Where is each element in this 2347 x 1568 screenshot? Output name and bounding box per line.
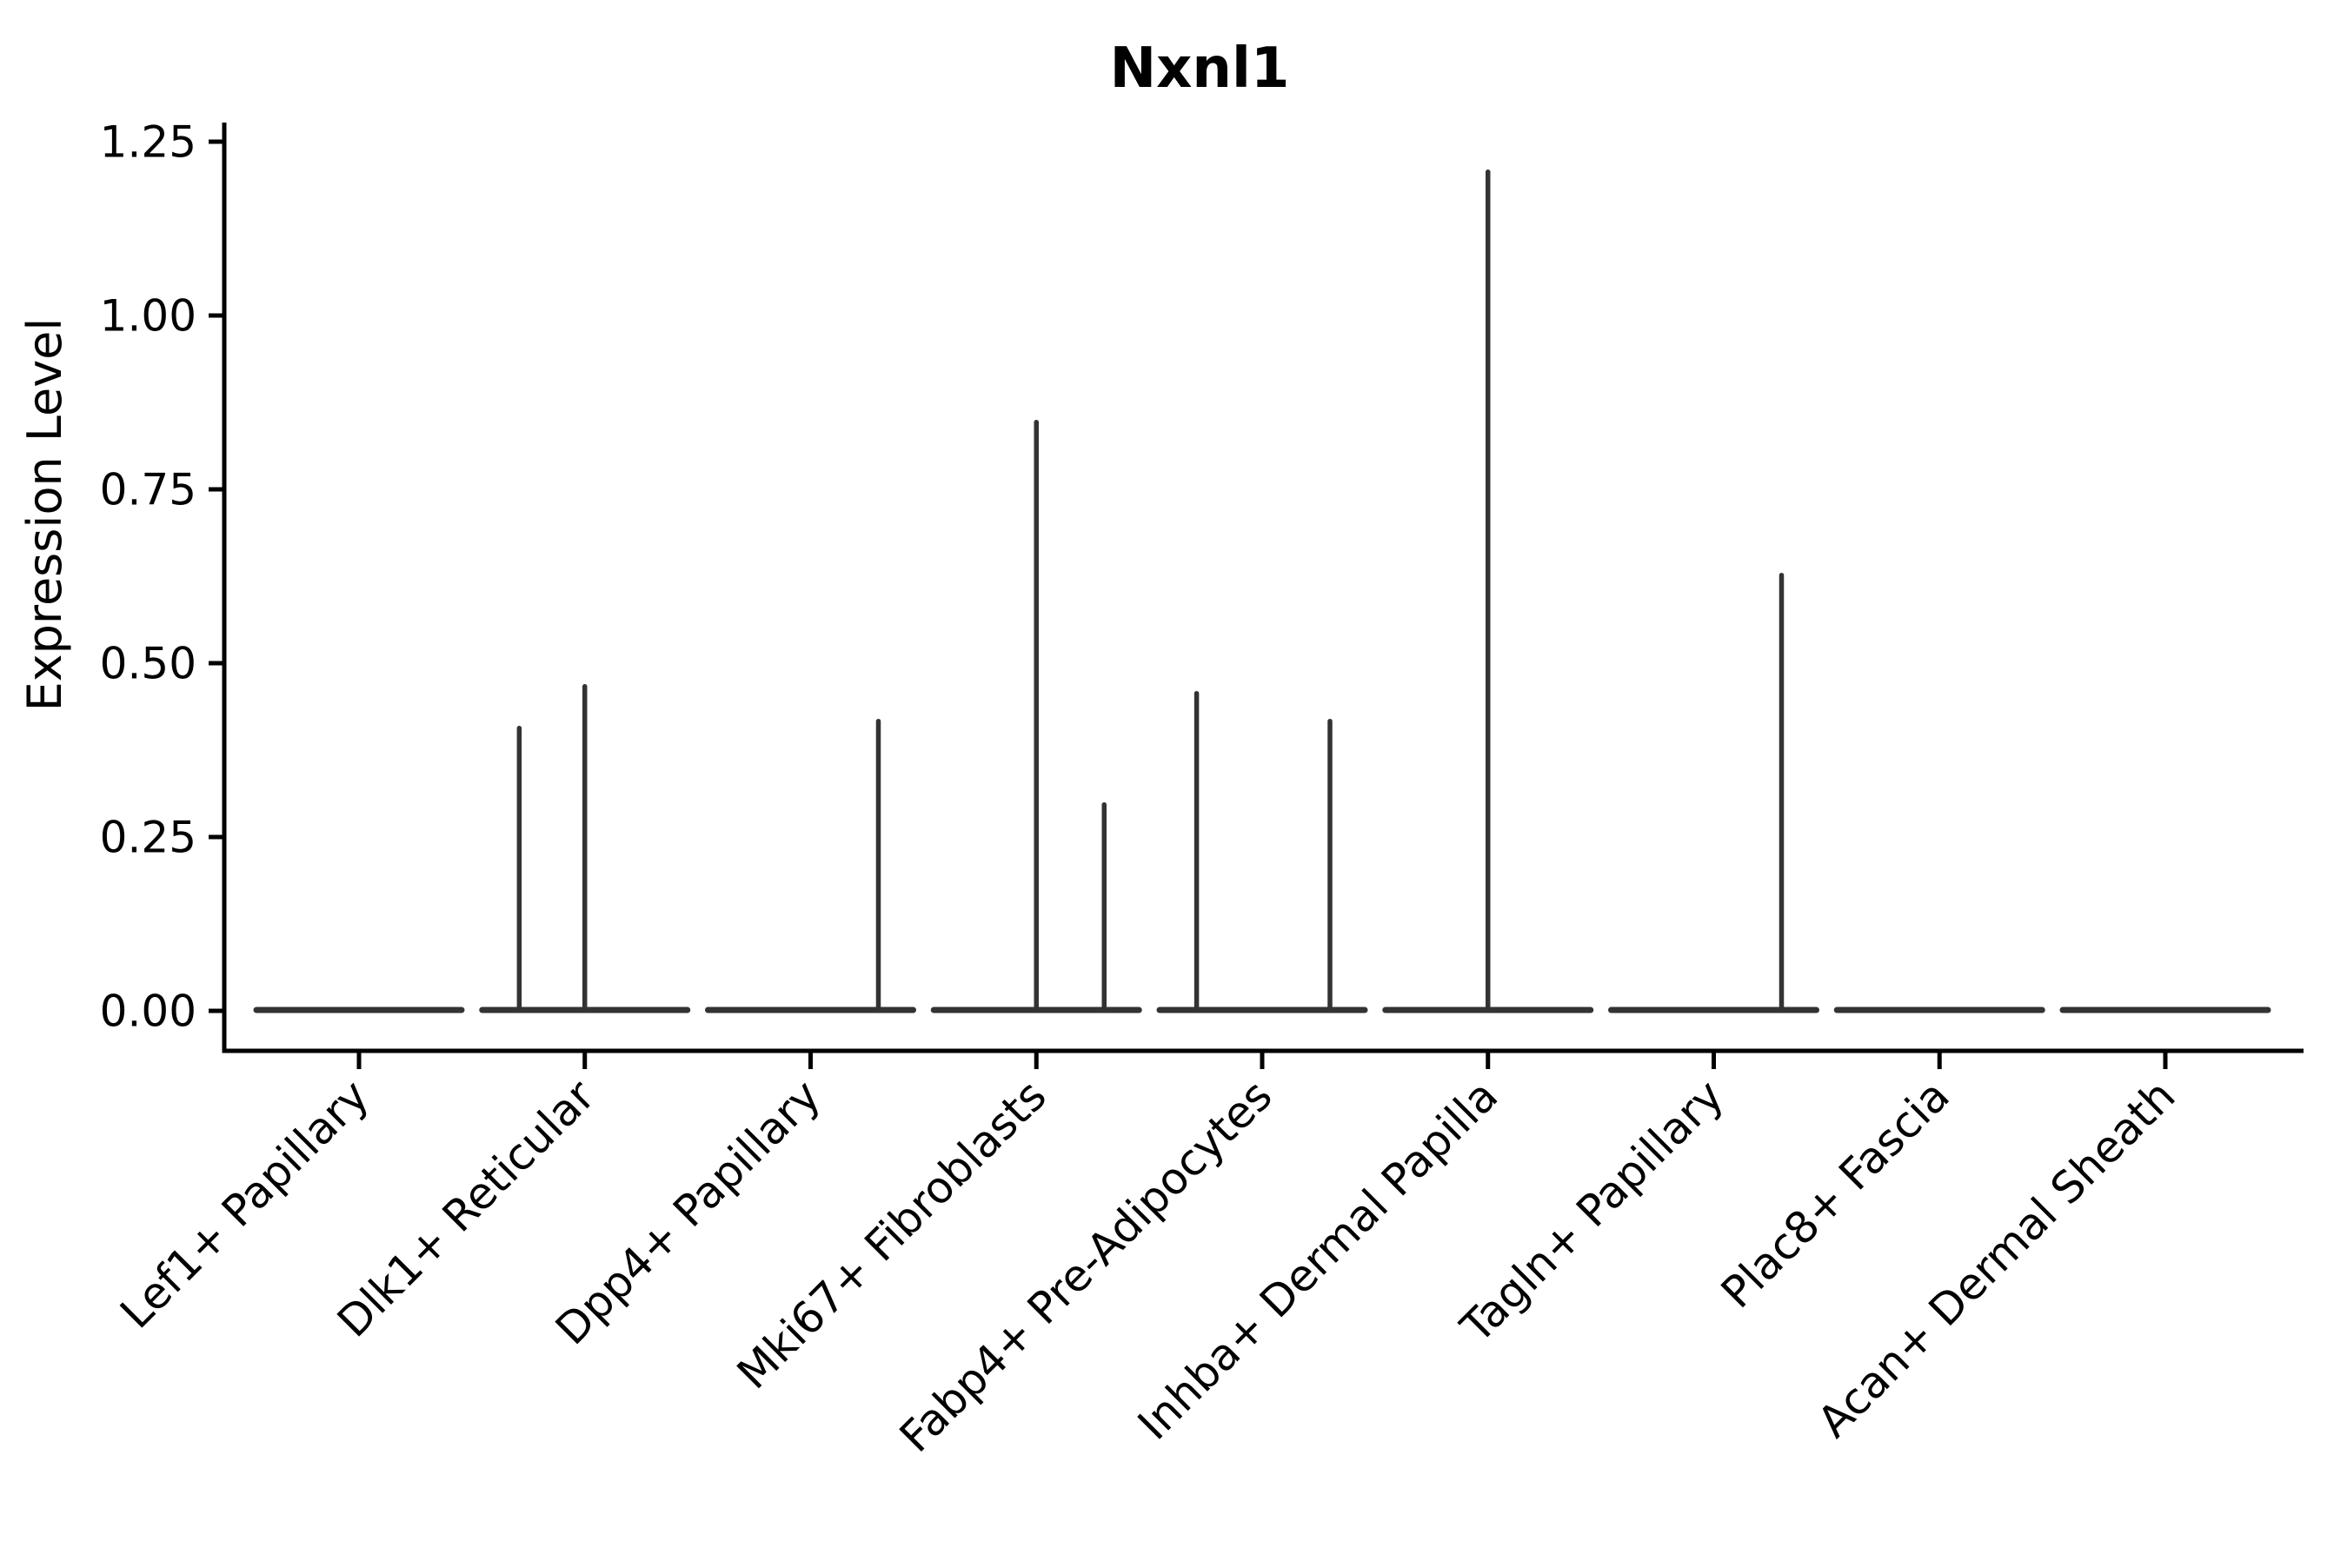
y-tick-label: 1.00: [100, 291, 196, 342]
y-tick-label: 0.00: [100, 987, 196, 1037]
x-tick-label: Inhba+ Dermal Papilla: [1128, 1070, 1507, 1449]
x-tick-label: Lef1+ Papillary: [110, 1070, 378, 1338]
y-tick-label: 1.25: [100, 117, 196, 168]
y-tick-label: 0.50: [100, 639, 196, 689]
y-axis-label: Expression Level: [17, 318, 72, 712]
plot-title: Nxnl1: [1110, 37, 1290, 101]
y-tick-label: 0.75: [100, 465, 196, 515]
x-tick-label: Fabp4+ Pre-Adipocytes: [890, 1070, 1282, 1462]
y-tick-label: 0.25: [100, 813, 196, 863]
violins-layer: [253, 169, 2271, 1013]
x-tick-label: Plac8+ Fascia: [1712, 1070, 1959, 1318]
x-tick-label: Acan+ Dermal Sheath: [1808, 1070, 2185, 1447]
